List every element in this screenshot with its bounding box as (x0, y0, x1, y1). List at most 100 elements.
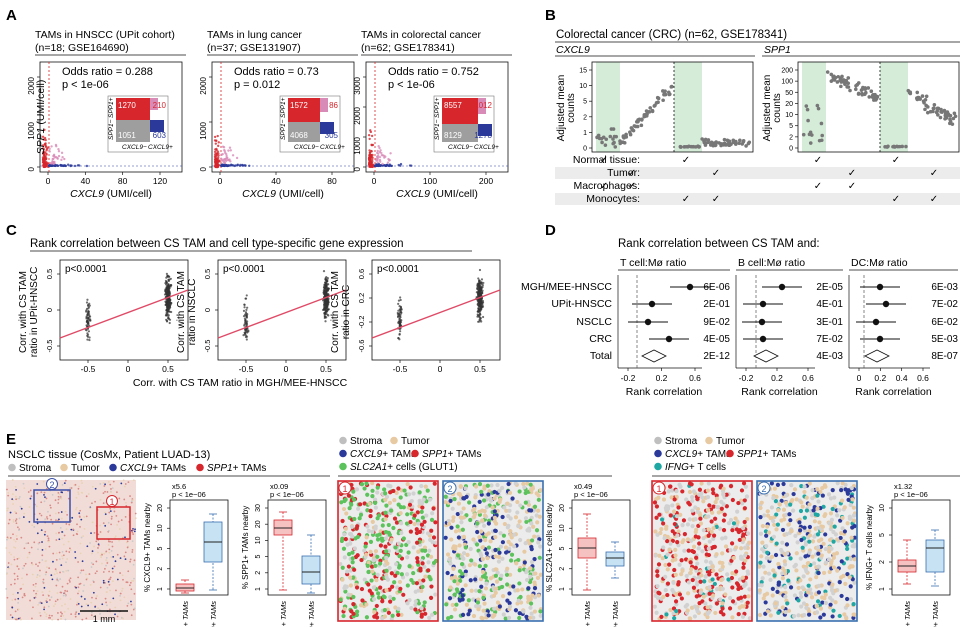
cell-dot (386, 530, 391, 535)
cell-dot (68, 579, 71, 581)
cell-dot (696, 523, 701, 528)
cell-dot (419, 612, 424, 617)
data-point (825, 70, 830, 74)
cell-dot (420, 584, 425, 589)
cell-dot (346, 592, 351, 597)
point-cxcl9 (239, 163, 242, 167)
cell-dot (53, 573, 56, 576)
cell-dot (725, 572, 730, 577)
cell-dot (845, 556, 850, 561)
cell-dot (793, 562, 799, 567)
cell-dot (47, 594, 50, 597)
cell-dot (124, 536, 126, 539)
data-point (943, 116, 947, 121)
cell-dot (76, 530, 79, 533)
panel-a-plot-3: TAMs in colorectal cancer(n=62; GSE17834… (353, 29, 512, 200)
cell-dot (433, 540, 439, 545)
data-point (908, 91, 913, 96)
p-value: p<0.0001 (377, 264, 419, 275)
cell-dot (846, 497, 851, 502)
cell-dot (21, 577, 23, 580)
cell-dot (528, 601, 534, 606)
cell-dot (807, 550, 812, 555)
cell-dot (352, 546, 358, 551)
cell-dot (12, 520, 15, 523)
cell-dot (656, 590, 661, 595)
cell-dot (458, 578, 463, 584)
cell-dot (123, 555, 126, 558)
cell-dot (362, 486, 367, 491)
cell-dot (671, 509, 677, 514)
cell-dot (90, 601, 93, 604)
data-point (661, 98, 665, 103)
cell-dot (670, 488, 675, 493)
roi-2-label: 2 (49, 480, 54, 490)
data-point (603, 143, 608, 147)
cell-dot (677, 482, 682, 487)
cell-dot (852, 524, 857, 529)
cell-dot (774, 541, 779, 546)
cell-dot (446, 616, 451, 621)
y-tick-label: 0 (27, 166, 36, 171)
cell-dot (354, 487, 360, 492)
cell-dot (373, 524, 378, 529)
cell-dot (701, 528, 706, 533)
cell-dot (691, 544, 697, 549)
cell-dot (415, 559, 420, 564)
cell-dot (428, 595, 434, 600)
cell-dot (80, 536, 83, 539)
data-point (321, 299, 325, 302)
inset-cell-spp1 (288, 98, 320, 122)
legend-ifng-gene: IFNG (665, 462, 689, 473)
cell-dot (11, 599, 14, 602)
data-point (725, 138, 730, 143)
cell-dot (431, 506, 436, 511)
cell-dot (664, 507, 669, 512)
cell-dot (115, 514, 118, 517)
cell-dot (695, 561, 700, 566)
y-tick-label: 0.5 (45, 269, 54, 279)
cell-dot (454, 602, 459, 607)
cell-dot (835, 568, 840, 573)
point-double (55, 145, 58, 148)
cell-dot (77, 576, 80, 579)
cell-dot (77, 592, 79, 595)
cell-dot (724, 492, 729, 497)
cell-dot (91, 550, 94, 553)
data-point (88, 338, 91, 342)
data-point (931, 109, 935, 114)
cell-dot (784, 542, 790, 547)
cell-dot (771, 534, 777, 539)
cell-dot (742, 594, 747, 599)
cell-dot (830, 582, 835, 587)
cell-dot (537, 514, 542, 519)
cell-dot (341, 506, 347, 512)
cell-dot (798, 528, 803, 533)
y-axis-label: % CXCL9+ TAMs nearby (143, 503, 152, 592)
data-point (167, 304, 171, 307)
cell-dot (509, 552, 515, 557)
data-point (801, 132, 806, 137)
cell-dot (65, 561, 67, 564)
cell-dot (706, 481, 711, 486)
cell-dot (130, 500, 133, 503)
cell-dot (810, 488, 815, 493)
data-point (904, 144, 908, 149)
cell-dot (721, 528, 727, 533)
cell-dot (482, 601, 487, 606)
plot-frame (39, 61, 183, 173)
cell-dot (538, 488, 543, 493)
data-point (722, 137, 727, 142)
cell-dot (507, 508, 512, 513)
cell-dot (344, 511, 349, 516)
odds-ratio: Odds ratio = 0.73 (234, 66, 319, 78)
point-spp1 (369, 154, 372, 157)
cell-dot (837, 579, 842, 585)
data-point (324, 320, 327, 323)
cell-dot (477, 588, 482, 594)
point-spp1 (214, 142, 218, 145)
cell-dot (524, 577, 530, 583)
cell-dot (823, 546, 828, 552)
cell-dot (845, 603, 850, 608)
cell-dot (772, 522, 777, 528)
